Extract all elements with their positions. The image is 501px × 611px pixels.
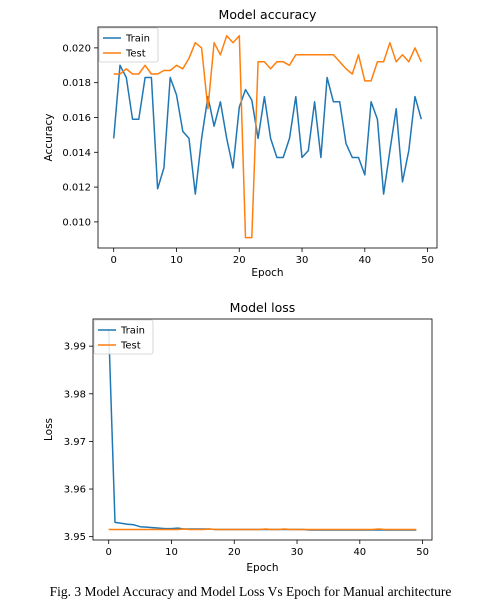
accuracy-y-axis-label: Accuracy xyxy=(43,114,55,162)
accuracy-x-tick-label: 0 xyxy=(111,255,117,266)
loss-x-tick-label: 0 xyxy=(106,547,112,558)
accuracy-legend-test-label: Test xyxy=(125,49,146,60)
loss-legend-train-label: Train xyxy=(120,326,145,337)
loss-x-tick-label: 30 xyxy=(291,547,304,558)
figure-caption: Fig. 3 Model Accuracy and Model Loss Vs … xyxy=(49,584,452,599)
accuracy-series-train-line xyxy=(112,64,423,195)
accuracy-y-tick-label: 0.020 xyxy=(62,43,91,54)
accuracy-x-tick-label: 20 xyxy=(233,255,246,266)
accuracy-series-test-line xyxy=(113,34,422,239)
accuracy-y-tick-label: 0.010 xyxy=(62,217,91,228)
loss-x-tick-label: 10 xyxy=(165,547,178,558)
accuracy-x-tick-label: 30 xyxy=(296,255,309,266)
accuracy-x-tick-label: 40 xyxy=(358,255,371,266)
loss-y-axis-label: Loss xyxy=(43,418,55,441)
loss-y-tick-label: 3.99 xyxy=(64,342,86,353)
loss-y-tick-label: 3.97 xyxy=(64,437,86,448)
loss-x-tick-label: 50 xyxy=(416,547,429,558)
accuracy-y-tick-label: 0.014 xyxy=(62,148,91,159)
loss-x-tick-label: 20 xyxy=(228,547,241,558)
accuracy-y-tick-label: 0.012 xyxy=(62,183,91,194)
loss-chart-title: Model loss xyxy=(230,300,296,315)
loss-y-tick-label: 3.98 xyxy=(64,389,86,400)
accuracy-x-tick-label: 10 xyxy=(170,255,183,266)
loss-legend-test-label: Test xyxy=(120,341,141,352)
loss-x-tick-label: 40 xyxy=(353,547,366,558)
loss-series-train-line xyxy=(107,328,417,531)
accuracy-x-axis-label: Epoch xyxy=(251,267,283,279)
loss-plot-frame xyxy=(92,318,433,541)
loss-series-test-line xyxy=(108,528,417,531)
accuracy-legend-train-label: Train xyxy=(125,34,150,45)
accuracy-y-tick-label: 0.016 xyxy=(62,113,91,124)
figure: Model accuracy 0 10 20 30 40 50 0.010 0.012 0.014… xyxy=(43,7,438,574)
loss-y-tick-label: 3.95 xyxy=(64,532,86,543)
accuracy-plot-frame xyxy=(97,26,438,249)
accuracy-chart-title: Model accuracy xyxy=(219,7,318,22)
accuracy-x-tick-label: 50 xyxy=(421,255,434,266)
loss-x-axis-label: Epoch xyxy=(246,562,278,574)
loss-y-tick-label: 3.96 xyxy=(64,485,86,496)
accuracy-y-tick-label: 0.018 xyxy=(62,78,91,89)
